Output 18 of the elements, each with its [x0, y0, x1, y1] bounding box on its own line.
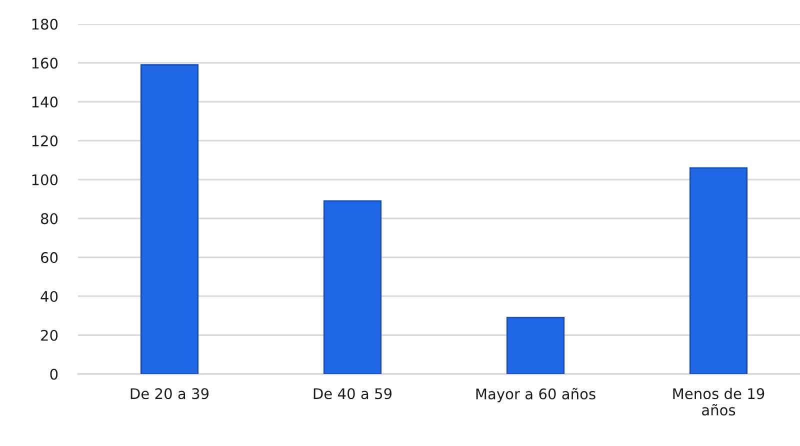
x-tick-label: De 40 a 59 — [314, 388, 392, 400]
bar — [323, 200, 382, 374]
y-tick-label: 180 — [32, 18, 58, 30]
y-tick-label: 40 — [40, 290, 58, 302]
y-tick-label: 60 — [41, 252, 58, 264]
y-tick-label: 100 — [32, 174, 58, 186]
bar — [689, 167, 748, 374]
x-tick-label: Menos de 19 años — [673, 388, 764, 416]
y-tick-label: 20 — [41, 330, 58, 341]
bar — [140, 64, 199, 374]
x-tick-label: Mayor a 60 años — [476, 388, 596, 402]
x-tick-label: De 20 a 39 — [130, 388, 209, 400]
y-tick-label: 140 — [32, 96, 58, 108]
y-tick-label: 80 — [40, 213, 58, 224]
y-tick-label: 0 — [50, 368, 58, 380]
bar — [506, 316, 565, 374]
y-tick-label: 160 — [32, 58, 58, 69]
y-tick-label: 120 — [32, 135, 58, 146]
